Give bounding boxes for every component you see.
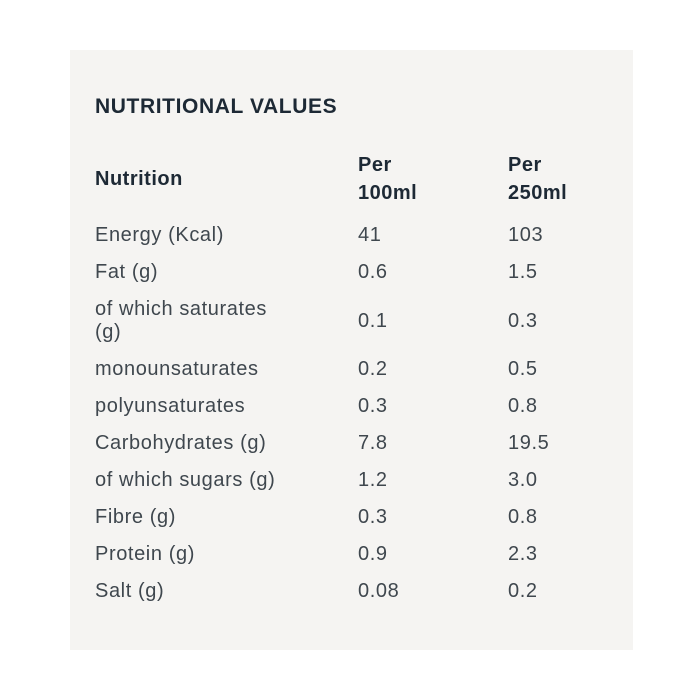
value-per-100ml: 0.2: [358, 358, 388, 380]
column-header-nutrition: Nutrition: [95, 168, 183, 190]
value-per-250ml: 0.3: [508, 309, 538, 332]
value-per-250ml: 0.8: [508, 395, 538, 417]
value-per-100ml: 0.6: [358, 261, 388, 283]
value-per-250ml: 2.3: [508, 543, 538, 565]
value-per-100ml: 1.2: [358, 469, 388, 491]
nutrition-card: NUTRITIONAL VALUES Nutrition Per 100ml P…: [70, 50, 633, 650]
nutrient-label: Salt (g): [95, 580, 165, 602]
table-header-row: Nutrition Per 100ml Per 250ml: [95, 151, 608, 217]
table-row: monounsaturates 0.2 0.5: [95, 351, 608, 388]
nutrient-label: Fibre (g): [95, 506, 176, 528]
nutrition-table: Nutrition Per 100ml Per 250ml Energy (Kc…: [95, 151, 608, 610]
column-header-per-250ml: Per 250ml: [508, 151, 608, 217]
value-per-100ml: 0.1: [358, 309, 388, 332]
nutrient-label: Energy (Kcal): [95, 224, 224, 246]
table-row: Salt (g) 0.08 0.2: [95, 573, 608, 610]
value-per-100ml: 41: [358, 224, 382, 246]
table-row: of which sugars (g) 1.2 3.0: [95, 462, 608, 499]
value-per-100ml: 0.3: [358, 395, 388, 417]
value-per-250ml: 0.2: [508, 580, 538, 602]
table-row: Fat (g) 0.6 1.5: [95, 254, 608, 291]
column-header-per-250ml-text: Per 250ml: [508, 154, 568, 204]
card-title: NUTRITIONAL VALUES: [95, 95, 338, 118]
nutrient-label: Protein (g): [95, 543, 195, 565]
table-row: polyunsaturates 0.3 0.8: [95, 388, 608, 425]
nutrient-label: polyunsaturates: [95, 395, 246, 417]
nutrient-label: Fat (g): [95, 261, 159, 283]
value-per-100ml: 0.3: [358, 506, 388, 528]
nutrient-label: of which saturates (g): [95, 298, 267, 343]
value-per-100ml: 0.08: [358, 580, 400, 602]
value-per-250ml: 1.5: [508, 261, 538, 283]
column-header-per-100ml-text: Per 100ml: [358, 154, 418, 204]
value-per-100ml: 7.8: [358, 432, 388, 454]
column-header-per-100ml: Per 100ml: [358, 151, 508, 217]
value-per-250ml: 19.5: [508, 432, 550, 454]
value-per-250ml: 0.8: [508, 506, 538, 528]
table-row: Energy (Kcal) 41 103: [95, 217, 608, 254]
table-row: Carbohydrates (g) 7.8 19.5: [95, 425, 608, 462]
table-row: of which saturates (g) 0.1 0.3: [95, 291, 608, 351]
value-per-250ml: 103: [508, 224, 544, 246]
table-row: Protein (g) 0.9 2.3: [95, 536, 608, 573]
nutrient-label: Carbohydrates (g): [95, 432, 267, 454]
value-per-100ml: 0.9: [358, 543, 388, 565]
nutrient-label: of which sugars (g): [95, 469, 276, 491]
nutrient-label: monounsaturates: [95, 358, 259, 380]
value-per-250ml: 3.0: [508, 469, 538, 491]
value-per-250ml: 0.5: [508, 358, 538, 380]
table-row: Fibre (g) 0.3 0.8: [95, 499, 608, 536]
